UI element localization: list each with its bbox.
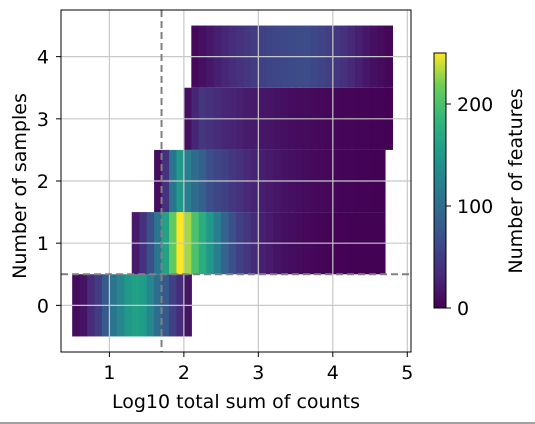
x-tick-label: 1: [103, 362, 115, 384]
colorbar-tick-label: 200: [457, 94, 493, 116]
threshold-lines: [61, 10, 411, 352]
colorbar-tick-label: 100: [457, 196, 493, 218]
colorbar: [434, 53, 446, 308]
y-tick-label: 0: [37, 295, 49, 317]
colorbar-label: Number of features: [505, 88, 527, 273]
y-tick-label: 3: [37, 109, 49, 131]
x-tick-label: 5: [401, 362, 413, 384]
colorbar-frame: [433, 52, 447, 309]
y-tick-label: 1: [37, 233, 49, 255]
x-tick-label: 4: [327, 362, 339, 384]
x-axis-label: Log10 total sum of counts: [112, 391, 360, 413]
grid-lines: [61, 10, 411, 352]
y-tick-label: 2: [37, 171, 49, 193]
y-axis-label: Number of samples: [9, 93, 31, 279]
colorbar-ticks: 0 100 200: [446, 94, 493, 320]
x-tick-label: 3: [252, 362, 264, 384]
y-tick-label: 4: [37, 47, 49, 69]
x-tick-label: 2: [178, 362, 190, 384]
colorbar-tick-label: 0: [457, 298, 469, 320]
y-axis-ticks: 0 1 2 3 4: [37, 47, 61, 317]
x-axis-ticks: 1 2 3 4 5: [103, 352, 413, 384]
